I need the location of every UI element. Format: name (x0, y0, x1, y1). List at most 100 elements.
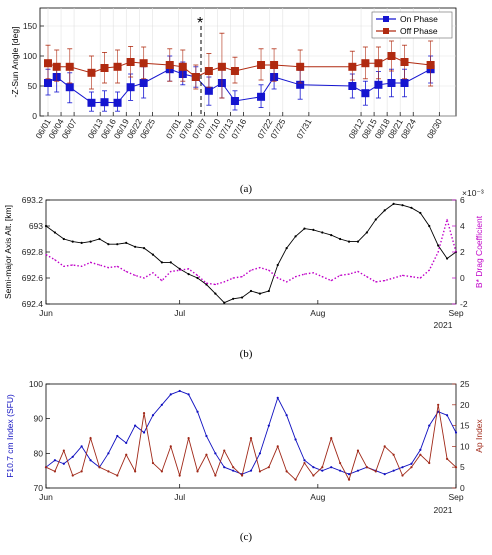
panel-c-ap-index-point (276, 445, 279, 448)
panel-a-off-phase-point (44, 59, 52, 68)
panel-c-ap-index-point (71, 474, 74, 477)
panel-c-ap-index-point (267, 466, 270, 469)
panel-a-off-phase-point (178, 62, 187, 71)
panel-a-marks (44, 32, 435, 112)
panel-a-y-tick-label: 150 (23, 21, 37, 31)
panel-c-f10-7-cm-index-point (383, 473, 386, 476)
panel-c-f10-7-cm-index-point (419, 448, 422, 451)
panel-a-off-phase-point (400, 58, 409, 66)
panel-a-on-phase-point (374, 80, 383, 89)
panel-a-on-phase-point (361, 89, 370, 98)
panel-b-semi-major-axis-altitude-point (419, 211, 422, 215)
panel-b-b-drag-coefficient-point (89, 261, 92, 263)
panel-c-right-y-axis-label: Ap Index (474, 418, 484, 452)
panel-c-chart: 70 80 90 100 0 5 10 15 20 25 Jun Jul Aug Sep F10.7 … (5, 379, 484, 543)
panel-b-semi-major-axis-altitude-point (196, 276, 199, 280)
panel-c-x-tick-label: Jun (39, 492, 53, 502)
panel-c-x-tick-label: Aug (310, 492, 325, 502)
panel-c-right-y-tick-label: 25 (460, 379, 470, 389)
panel-b-semi-major-axis-altitude-point (240, 296, 244, 299)
panel-a-on-phase-point (113, 98, 122, 107)
panel-c-f10-7-cm-index-point (445, 414, 449, 417)
panel-c-f10-7-cm-index-point (205, 434, 208, 438)
panel-c-ap-index-point (98, 466, 101, 469)
panel-c-label: (c) (240, 531, 253, 543)
panel-c-f10-7-cm-index-point (62, 462, 65, 465)
panel-b-b-drag-coefficient-point (241, 276, 243, 278)
panel-b-chart: 692.4 692.6 692.8 693 693.2 -2 0 2 4 6 Jun Jul Aug… (3, 188, 484, 360)
panel-c-ap-index-point (116, 474, 119, 477)
panel-b-semi-major-axis-altitude-point (365, 231, 368, 234)
panel-c-f10-7-cm-index-point (428, 424, 431, 427)
panel-a-off-phase-point (52, 62, 61, 71)
panel-c-ap-index-point (62, 449, 65, 452)
panel-c-ap-index-point (258, 470, 262, 473)
panel-c-right-y-tick-label: 10 (460, 441, 470, 451)
panel-b-semi-major-axis-altitude-point (62, 237, 65, 241)
panel-c-ap-index-point (330, 436, 333, 440)
panel-b-b-drag-coefficient-point (161, 280, 163, 282)
panel-b-semi-major-axis-altitude-point (330, 234, 333, 237)
panel-a-on-phase-point (296, 80, 305, 89)
panel-b-b-drag-coefficient-point (393, 277, 395, 279)
panel-b-semi-major-axis-altitude-point (347, 240, 351, 243)
panel-a-off-phase-point (139, 59, 148, 68)
panel-c-ap-index-point (428, 461, 431, 465)
panel-b-b-drag-coefficient-point (401, 274, 404, 276)
panel-c-ap-index-point (240, 474, 244, 477)
panel-b-semi-major-axis-altitude-point (116, 243, 119, 246)
panel-a-off-phase-point (361, 59, 370, 68)
panel-c-ap-index-point (321, 466, 324, 469)
panel-a-off-phase-point (296, 62, 305, 71)
panel-a-on-phase-point (400, 79, 409, 87)
panel-b-semi-major-axis-altitude-point (339, 237, 342, 241)
panel-c-f10-7-cm-index-point (321, 469, 324, 472)
panel-c-left-y-tick-label: 90 (34, 414, 44, 424)
panel-b-b-drag-coefficient-point (268, 269, 270, 271)
panel-b-b-drag-coefficient-point (277, 277, 279, 279)
panel-b-b-drag-coefficient-point (330, 280, 332, 282)
panel-b-semi-major-axis-altitude-point (374, 218, 377, 221)
panel-c-f10-7-cm-index-point (347, 473, 351, 476)
panel-b-semi-major-axis-altitude-point (89, 240, 92, 243)
panel-b-left-y-tick-label: 692.8 (22, 247, 44, 257)
panel-c-x-tick-label: Sep (448, 492, 463, 502)
panel-a-x-tick-label: 08/30 (425, 117, 444, 141)
panel-c-f10-7-cm-index-point (303, 459, 306, 462)
panel-b-b-drag-coefficient-point (259, 267, 261, 269)
legend-off-phase-label: Off Phase (400, 26, 438, 36)
panel-c-f10-7-cm-index-point (249, 469, 253, 472)
panel-b-b-drag-coefficient-point (116, 265, 118, 267)
panel-b-right-y-tick-label: -2 (460, 299, 468, 309)
panel-c-left-y-tick-label: 80 (34, 448, 44, 458)
panel-c-f10-7-cm-index-point (196, 410, 199, 413)
panel-b-b-drag-coefficient-point (107, 267, 109, 269)
panel-c-ap-index-point (445, 457, 449, 460)
panel-a-on-phase-point (139, 79, 148, 87)
panel-a-off-phase-point (191, 73, 200, 81)
panel-b-semi-major-axis-altitude-point (214, 292, 217, 295)
panel-c-ap-index-point (160, 470, 163, 473)
panel-c-ap-index-point (285, 470, 288, 473)
panel-b-b-drag-coefficient-point (366, 276, 368, 278)
panel-a-on-phase-point (204, 86, 213, 95)
panel-c-ap-index-point (303, 461, 306, 465)
panel-b-semi-major-axis-altitude-point (249, 289, 253, 293)
panel-b-semi-major-axis-altitude-point (71, 240, 74, 243)
panel-b-b-drag-coefficient-point (152, 272, 154, 274)
panel-b-b-drag-coefficient-point (446, 218, 448, 221)
panel-c-ap-index-point (232, 466, 235, 469)
panel-b-right-axis-exponent: ×10⁻³ (462, 188, 484, 198)
panel-b-semi-major-axis-altitude-point (258, 292, 262, 295)
panel-b-semi-major-axis-altitude-point (303, 227, 306, 230)
panel-c-f10-7-cm-index-point (142, 431, 146, 434)
panel-c-ap-index-point (419, 453, 422, 456)
panel-c-ap-index-point (53, 470, 57, 473)
panel-c-f10-7-cm-index-point (89, 459, 92, 462)
panel-c-f10-7-cm-index-point (125, 441, 128, 445)
panel-c-f10-7-cm-index-point (330, 466, 333, 469)
panel-a-off-phase-point (217, 62, 226, 71)
panel-c-f10-7-cm-index-point (294, 438, 297, 441)
panel-b-semi-major-axis-altitude-point (151, 253, 155, 256)
panel-a-off-phase-point (270, 61, 279, 69)
